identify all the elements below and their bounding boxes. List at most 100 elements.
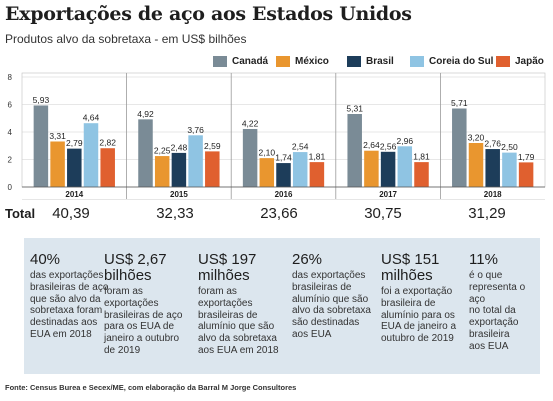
y-tick-label: 6 <box>8 101 13 110</box>
bar <box>67 148 82 187</box>
bar-value-label: 5,93 <box>33 95 50 105</box>
legend-item-canada: Canadá <box>213 56 268 67</box>
bar-value-label: 1,81 <box>413 152 430 162</box>
legend-label: Canadá <box>232 56 269 67</box>
bar <box>50 141 65 187</box>
y-tick-label: 8 <box>8 73 13 82</box>
source-note: Fonte: Census Burea e Secex/ME, com elab… <box>5 383 297 392</box>
bar-value-label: 2,96 <box>397 136 414 146</box>
bar <box>414 162 429 187</box>
facts-panel: 40% das exportações brasileiras de aço q… <box>24 238 540 374</box>
bar-value-label: 2,64 <box>363 140 380 150</box>
fact-text: das exportações brasileiras de aço que s… <box>30 270 109 340</box>
total-label: Total <box>5 206 36 221</box>
fact-text: foi a exportação brasileira de alumínio … <box>381 286 457 345</box>
legend-label: Coreia do Sul <box>429 56 494 67</box>
fact-headline: US$ 2,67 bilhões <box>104 251 167 284</box>
bar-value-label: 3,76 <box>187 125 204 135</box>
total-2014: 40,39 <box>52 205 90 222</box>
y-tick-label: 2 <box>8 156 13 165</box>
bar-chart: 0 2 4 6 8 5,93 3,312,79 4,64 2,82 2014 4,92 2,25 2,4… <box>8 72 546 200</box>
bar <box>468 143 484 187</box>
bar <box>242 128 258 187</box>
bar-value-label: 2,48 <box>171 142 188 152</box>
bar <box>100 148 115 187</box>
bar <box>83 123 99 187</box>
fact-1: 40% das exportações brasileiras de aço q… <box>30 252 114 341</box>
bar-value-label: 2,50 <box>501 142 518 152</box>
legend: Canadá México Brasil Coreia do Sul Japão <box>0 56 553 72</box>
x-tick-label: 2018 <box>484 190 502 199</box>
total-2016: 23,66 <box>260 205 298 222</box>
bar <box>138 119 153 187</box>
legend-item-coreia: Coreia do Sul <box>410 56 493 67</box>
bar-value-label: 4,92 <box>137 109 154 119</box>
bar <box>33 105 49 187</box>
bar-value-label: 2,54 <box>292 142 309 152</box>
fact-headline: US$ 197 milhões <box>198 251 257 284</box>
total-2017: 30,75 <box>364 205 402 222</box>
x-tick-label: 2016 <box>275 190 293 199</box>
legend-swatch <box>496 56 510 67</box>
bar <box>259 158 275 187</box>
bar-value-label: 3,20 <box>468 133 485 143</box>
bar-value-label: 2,10 <box>259 148 276 158</box>
fact-text: foram as exportações brasileiras de alum… <box>198 286 279 356</box>
totals-row: Total 40,39 32,33 23,66 30,75 31,29 <box>0 202 553 226</box>
fact-text: foram as exportações brasileiras de aço … <box>104 286 183 356</box>
fact-4: 26% das exportações brasileiras de alumí… <box>292 252 378 341</box>
bar <box>380 151 396 187</box>
fact-5: US$ 151 milhões foi a exportação brasile… <box>381 252 469 345</box>
bar-value-label: 2,25 <box>154 146 171 156</box>
bar <box>347 113 362 187</box>
bar <box>276 163 291 187</box>
bar <box>292 152 308 187</box>
x-tick-label: 2017 <box>379 190 397 199</box>
fact-6: 11% é o que representa o aço no total da… <box>469 252 539 353</box>
bar-value-label: 2,59 <box>204 141 221 151</box>
bar-value-label: 3,31 <box>49 131 66 141</box>
bar <box>364 150 379 187</box>
bar <box>397 146 413 187</box>
bar-value-label: 5,71 <box>451 98 468 108</box>
bar-value-label: 2,79 <box>66 138 83 148</box>
bar-value-label: 1,81 <box>309 152 326 162</box>
chart-subtitle: Produtos alvo da sobretaxa - em US$ bilh… <box>5 32 247 46</box>
bar-value-label: 2,82 <box>99 138 116 148</box>
fact-3: US$ 197 milhões foram as exportações bra… <box>198 252 290 357</box>
legend-swatch <box>347 56 361 67</box>
fact-headline: US$ 151 milhões <box>381 251 440 284</box>
legend-label: Brasil <box>366 56 394 67</box>
x-tick-label: 2015 <box>170 190 188 199</box>
fact-2: US$ 2,67 bilhões foram as exportações br… <box>104 252 196 357</box>
bar <box>485 149 500 187</box>
fact-text: das exportações brasileiras de alumínio … <box>292 270 371 340</box>
legend-swatch <box>410 56 424 67</box>
y-tick-label: 4 <box>8 128 13 137</box>
chart-title: Exportações de aço aos Estados Unidos <box>5 3 412 25</box>
fact-headline: 26% <box>292 251 323 268</box>
bar-value-label: 5,31 <box>346 103 363 113</box>
y-tick-label: 0 <box>8 183 13 192</box>
bar-value-label: 1,79 <box>518 152 535 162</box>
legend-label: México <box>295 56 329 67</box>
bar <box>171 152 187 187</box>
bar-value-label: 4,64 <box>83 113 100 123</box>
bar-value-label: 2,56 <box>380 141 397 151</box>
total-2015: 32,33 <box>156 205 194 222</box>
legend-swatch <box>276 56 290 67</box>
legend-swatch <box>213 56 227 67</box>
total-2018: 31,29 <box>468 205 506 222</box>
bar <box>452 108 467 187</box>
bar-value-label: 1,74 <box>275 153 292 163</box>
legend-label: Japão <box>515 56 544 67</box>
bar <box>154 156 170 187</box>
bar-value-label: 4,22 <box>242 118 259 128</box>
fact-text: é o que representa o aço no total da exp… <box>469 270 526 352</box>
legend-item-brasil: Brasil <box>347 56 394 67</box>
bar <box>502 152 517 187</box>
bar <box>309 162 325 187</box>
bar <box>188 135 203 187</box>
bar <box>518 162 534 187</box>
legend-item-mexico: México <box>276 56 329 67</box>
